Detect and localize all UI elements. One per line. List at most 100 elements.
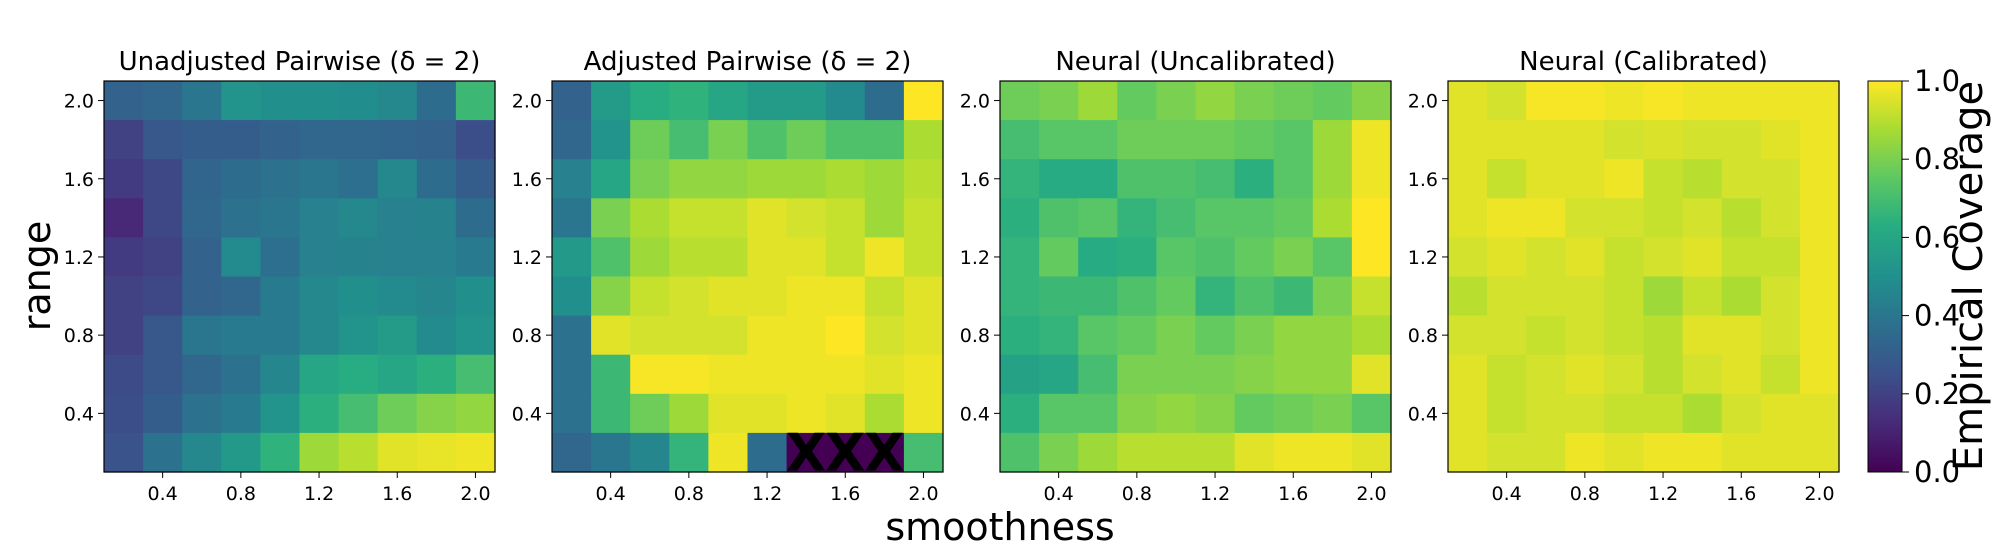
- heatmap-cell: [747, 393, 788, 434]
- heatmap-cell: [260, 237, 301, 278]
- heatmap-cell: [1565, 354, 1605, 395]
- heatmap-cell: [1312, 315, 1353, 356]
- heatmap-cell: [299, 237, 340, 278]
- heatmap-cell: [455, 81, 496, 121]
- heatmap-cell: [299, 120, 340, 160]
- heatmap-cell: [1643, 393, 1684, 434]
- colorbar-tick-label: 0.6: [1914, 220, 1960, 254]
- heatmap-cell: [1195, 432, 1236, 473]
- heatmap-cell: [143, 81, 183, 121]
- heatmap-cell: [221, 237, 261, 278]
- heatmap-cell: [299, 159, 340, 199]
- heatmap-cell: [221, 432, 261, 473]
- heatmap-cell: [1195, 354, 1236, 395]
- heatmap-cell: [1195, 198, 1236, 238]
- heatmap-cell: [1565, 315, 1605, 356]
- heatmap-cell: [1078, 159, 1118, 199]
- heatmap-cell: [260, 120, 301, 160]
- y-tick-label: 1.6: [1408, 169, 1438, 191]
- heatmap-cell: [260, 159, 301, 199]
- heatmap-cell: [1760, 393, 1801, 434]
- heatmap-cell: [1039, 81, 1079, 121]
- heatmap-cell: [1234, 159, 1275, 199]
- heatmap-cell: [552, 198, 592, 238]
- heatmap-cell: [591, 276, 631, 317]
- heatmap-cell: [1234, 393, 1275, 434]
- heatmap-cell: [1760, 237, 1801, 278]
- heatmap-cell: [1351, 354, 1392, 395]
- heatmap-cell: [104, 159, 144, 199]
- heatmap-cell: [1487, 198, 1527, 238]
- heatmap-cell: [630, 432, 670, 473]
- heatmap-cell: [1273, 354, 1314, 395]
- x-tick-label: 2.0: [908, 483, 938, 505]
- heatmap-cell: [1760, 276, 1801, 317]
- heatmap-cell: [1643, 432, 1684, 473]
- x-tick-label: 0.8: [1122, 483, 1152, 505]
- heatmap-cell: [455, 159, 496, 199]
- heatmap-cell: [377, 198, 418, 238]
- heatmap-cell: [669, 432, 709, 473]
- heatmap-cell: [377, 276, 418, 317]
- heatmap-cell: [1078, 120, 1118, 160]
- heatmap-cell: [1195, 393, 1236, 434]
- x-tick-label: 1.2: [1200, 483, 1230, 505]
- heatmap-cell: [416, 159, 457, 199]
- heatmap-cell: [903, 432, 944, 473]
- heatmap-cell: [864, 354, 905, 395]
- colorbar-tick-label: 0.2: [1914, 377, 1960, 411]
- heatmap-cell: [1039, 276, 1079, 317]
- heatmap-cell: [416, 432, 457, 473]
- heatmap-cell: [338, 354, 379, 395]
- y-tick-label: 0.4: [512, 403, 542, 425]
- panel-title: Adjusted Pairwise (δ = 2): [584, 47, 912, 77]
- heatmap-cell: [825, 315, 866, 356]
- heatmap-cell: [1526, 237, 1566, 278]
- heatmap-cell: [1526, 432, 1566, 473]
- heatmap-cell: [552, 120, 592, 160]
- heatmap-cell-missing: [825, 432, 866, 473]
- heatmap-cell: [630, 237, 670, 278]
- heatmap-cell: [338, 81, 379, 121]
- heatmap-cell: [455, 120, 496, 160]
- heatmap-cell: [1682, 237, 1723, 278]
- heatmap-cell: [1604, 315, 1645, 356]
- heatmap-cell: [864, 315, 905, 356]
- heatmap-cell: [1156, 354, 1197, 395]
- heatmap-cell: [1604, 159, 1645, 199]
- heatmap-cell: [786, 198, 827, 238]
- heatmap-cell: [1117, 81, 1157, 121]
- heatmap-cell: [1195, 276, 1236, 317]
- x-tick-label: 1.6: [382, 483, 412, 505]
- heatmap-cell: [864, 237, 905, 278]
- heatmap-cell: [708, 432, 749, 473]
- heatmap-cell: [903, 276, 944, 317]
- heatmap-cell: [1078, 81, 1118, 121]
- heatmap-cell: [1760, 120, 1801, 160]
- heatmap-cell: [104, 315, 144, 356]
- heatmap-cell: [1000, 81, 1040, 121]
- heatmap-cell: [455, 237, 496, 278]
- heatmap-cell: [669, 354, 709, 395]
- heatmap-cell: [1682, 315, 1723, 356]
- heatmap-cell: [708, 198, 749, 238]
- heatmap-cell: [1351, 315, 1392, 356]
- missing-marker: X: [786, 423, 826, 483]
- heatmap-cell: [182, 237, 222, 278]
- heatmap-cell: [182, 198, 222, 238]
- heatmap-cell: [708, 81, 749, 121]
- panel-frame: [103, 80, 496, 473]
- heatmap-cell: [552, 393, 592, 434]
- heatmap-cell: [1000, 198, 1040, 238]
- heatmap-cell: [143, 120, 183, 160]
- heatmap-cell: [1312, 276, 1353, 317]
- heatmap-cell: [630, 393, 670, 434]
- heatmap-cell: [1721, 393, 1762, 434]
- x-tick-label: 0.4: [1492, 483, 1522, 505]
- heatmap-cell: [1273, 276, 1314, 317]
- heatmap-cell: [1312, 198, 1353, 238]
- heatmap-cell: [1312, 237, 1353, 278]
- heatmap-cell: [1604, 276, 1645, 317]
- heatmap-cell: [260, 81, 301, 121]
- heatmap-cell: [552, 315, 592, 356]
